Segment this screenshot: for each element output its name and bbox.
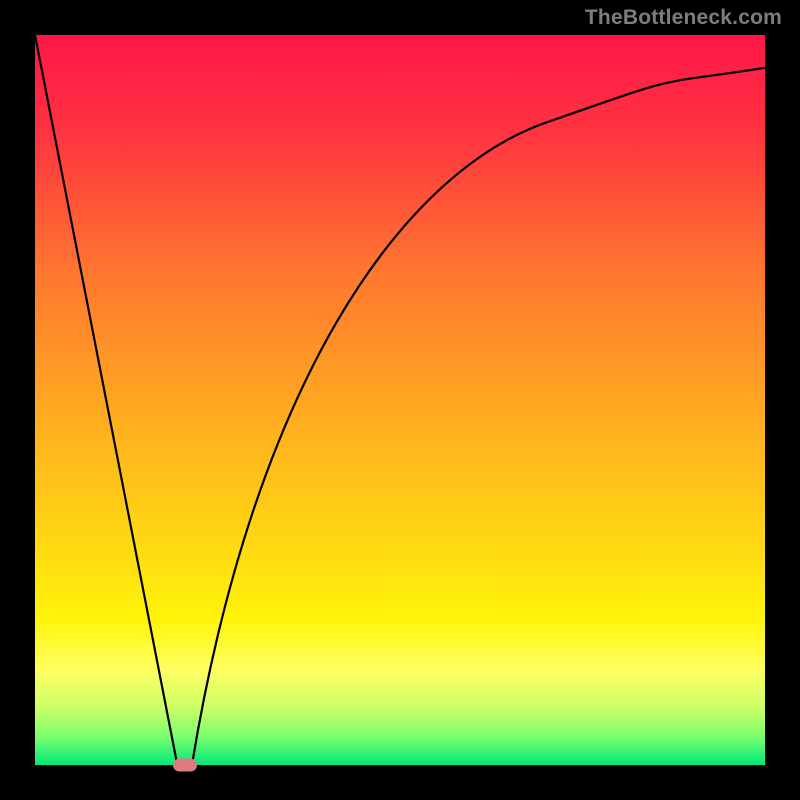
- chart-stage: TheBottleneck.com: [0, 0, 800, 800]
- watermark-text: TheBottleneck.com: [585, 6, 782, 30]
- v-curve-path: [35, 35, 765, 765]
- bottleneck-marker: [173, 759, 197, 772]
- curve-layer: [35, 35, 765, 765]
- plot-area: [35, 35, 765, 765]
